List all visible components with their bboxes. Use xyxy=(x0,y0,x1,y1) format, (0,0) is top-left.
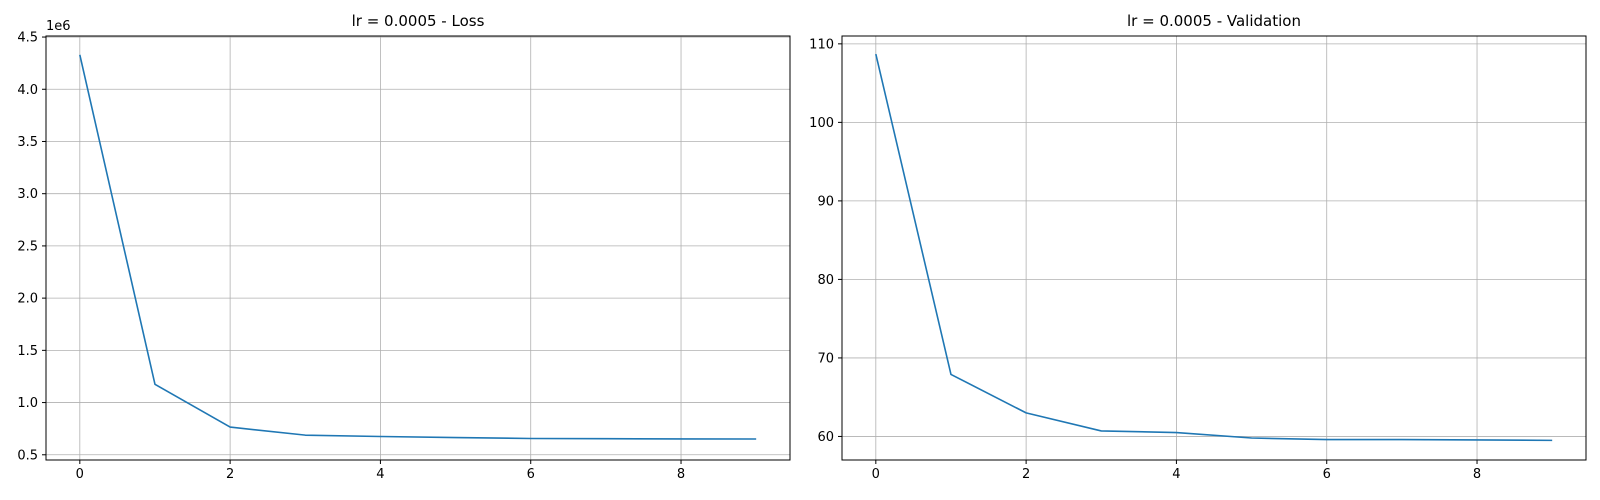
validation-chart: 0 2 4 6 8 60 70 80 90 100 110 lr = 0.0005 - Validat… xyxy=(809,12,1587,482)
y-tick-label: 1.0 xyxy=(17,396,38,411)
y-tick-label: 4.5 xyxy=(17,31,38,46)
chart-title: lr = 0.0005 - Loss xyxy=(352,12,485,30)
y-tick-label: 0.5 xyxy=(17,448,38,463)
series-line xyxy=(875,53,1553,442)
y-tick-label: 100 xyxy=(809,116,834,131)
x-tick-label: 4 xyxy=(376,467,384,482)
x-tick-label: 6 xyxy=(1323,467,1331,482)
loss-chart: 0 2 4 6 8 0.5 1.0 1.5 2.0 2.5 3.0 3.5 4.0 4.5 lr = 0.0… xyxy=(17,12,791,482)
x-tick-label: 4 xyxy=(1172,467,1180,482)
y-tick-label: 70 xyxy=(817,351,834,366)
x-tick-label: 8 xyxy=(677,467,685,482)
axes-frame xyxy=(841,35,1587,461)
y-tick-label: 90 xyxy=(817,194,834,209)
y-tick-label: 1.5 xyxy=(17,344,38,359)
x-tick-label: 0 xyxy=(76,467,84,482)
y-tick-label: 2.5 xyxy=(17,239,38,254)
y-tick-label: 3.0 xyxy=(17,187,38,202)
y-tick-label: 2.0 xyxy=(17,292,38,307)
x-tick-label: 0 xyxy=(872,467,880,482)
x-tick-label: 2 xyxy=(1022,467,1030,482)
x-tick-label: 6 xyxy=(527,467,535,482)
y-tick-label: 110 xyxy=(809,37,834,52)
x-tick-label: 2 xyxy=(226,467,234,482)
series-line xyxy=(79,54,757,440)
y-tick-label: 3.5 xyxy=(17,135,38,150)
axes-frame xyxy=(45,35,791,461)
y-tick-label: 60 xyxy=(817,430,834,445)
chart-title: lr = 0.0005 - Validation xyxy=(1127,12,1301,30)
y-tick-label: 4.0 xyxy=(17,83,38,98)
y-tick-label: 80 xyxy=(817,273,834,288)
x-tick-label: 8 xyxy=(1473,467,1481,482)
y-offset-label: 1e6 xyxy=(46,19,71,34)
